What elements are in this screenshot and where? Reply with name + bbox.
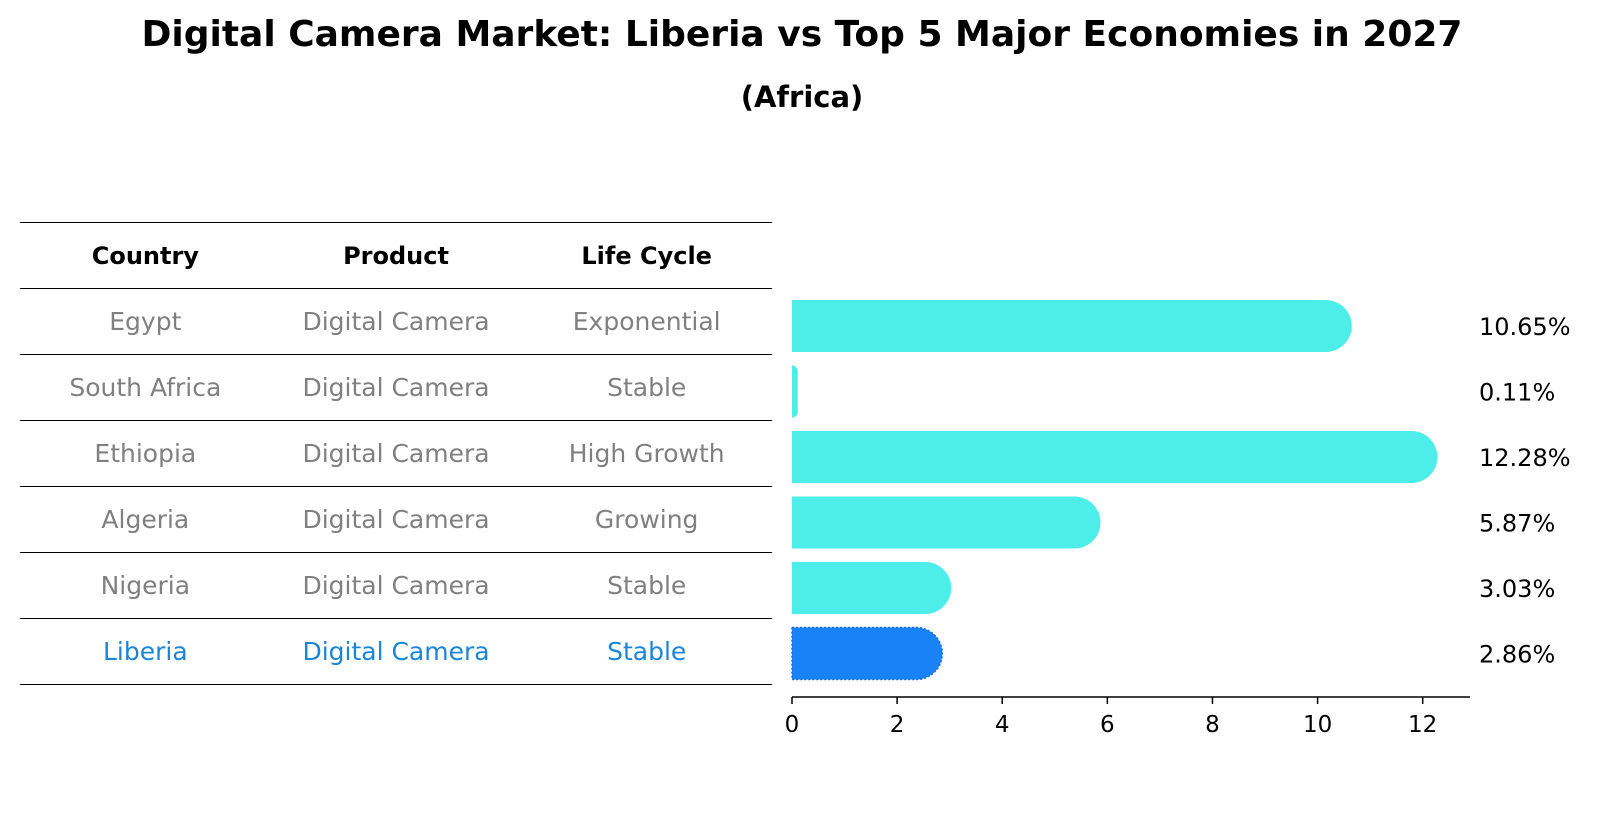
life-cycle-cell: Growing [594,505,699,534]
table-row: South Africa Digital Camera Stable [20,354,772,420]
product-cell: Digital Camera [302,373,490,402]
table-row: Nigeria Digital Camera Stable [20,552,772,618]
data-label: 0.11% [1479,379,1555,407]
data-label: 3.03% [1479,575,1555,603]
x-tick-label: 10 [1303,712,1332,738]
header-life-cycle: Life Cycle [581,241,712,270]
table-header-row: Country Product Life Cycle [20,222,772,288]
chart-title: Digital Camera Market: Liberia vs Top 5 … [141,14,1463,55]
x-tick-label: 0 [785,712,800,738]
bar-egypt [792,300,1352,352]
life-cycle-cell: Exponential [572,307,721,336]
country-cell: Nigeria [100,571,191,600]
x-tick-label: 6 [1100,712,1115,738]
country-cell: Algeria [101,505,190,534]
header-product: Product [343,241,449,270]
x-tick-label: 12 [1408,712,1437,738]
product-cell: Digital Camera [302,571,490,600]
product-cell: Digital Camera [302,637,490,666]
chart-subtitle: (Africa) [740,80,864,114]
table-row: Egypt Digital Camera Exponential [20,288,772,354]
data-label: 10.65% [1479,313,1571,341]
product-cell: Digital Camera [302,307,490,336]
data-table: Country Product Life Cycle Egypt Digital… [20,222,772,685]
data-label: 2.86% [1479,641,1555,669]
bar-ethiopia [792,431,1438,483]
country-cell: Ethiopia [94,439,197,468]
life-cycle-cell: Stable [607,373,687,402]
x-tick-label: 4 [995,712,1010,738]
bar-nigeria [792,562,952,614]
bar-liberia [791,626,944,681]
country-cell: South Africa [69,373,222,402]
product-cell: Digital Camera [302,505,490,534]
table-row-highlighted: Liberia Digital Camera Stable [20,618,772,685]
life-cycle-cell: High Growth [568,439,725,468]
bar-algeria [792,496,1101,549]
product-cell: Digital Camera [302,439,490,468]
data-label: 5.87% [1479,510,1555,538]
bar-south-africa [792,365,798,418]
data-label: 12.28% [1479,444,1571,472]
x-tick-label: 8 [1205,712,1220,738]
table-row: Ethiopia Digital Camera High Growth [20,420,772,486]
life-cycle-cell: Stable [607,637,687,666]
x-tick-label: 2 [890,712,905,738]
table-row: Algeria Digital Camera Growing [20,486,772,552]
header-country: Country [91,241,199,270]
country-cell: Liberia [103,637,188,666]
life-cycle-cell: Stable [607,571,687,600]
country-cell: Egypt [109,307,182,336]
